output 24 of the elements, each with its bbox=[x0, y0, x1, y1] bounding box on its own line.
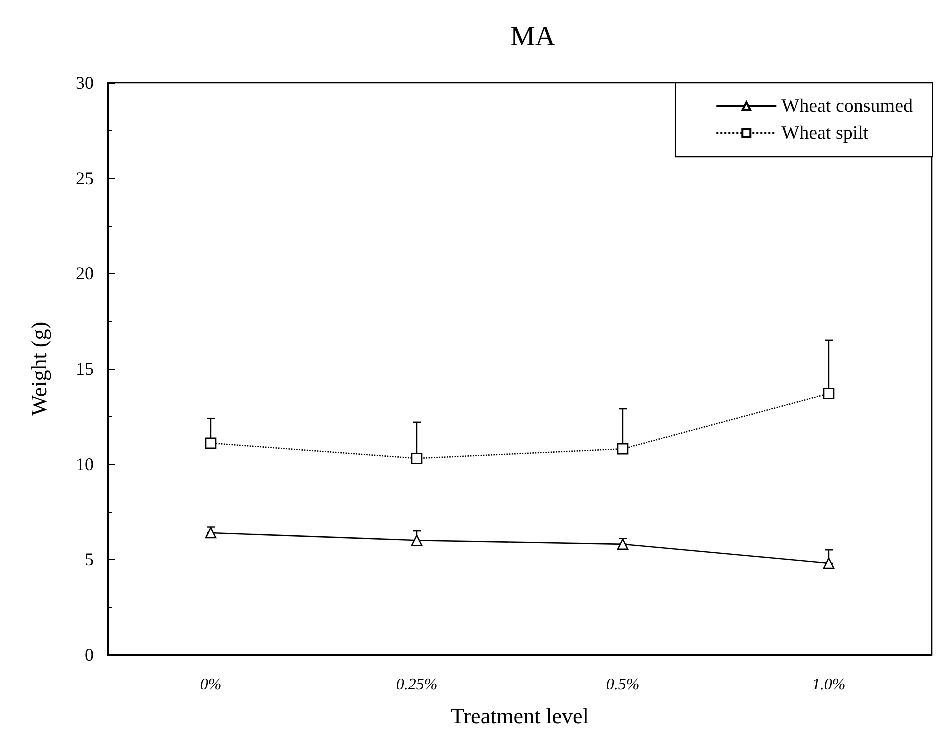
y-tick-label: 5 bbox=[85, 550, 94, 570]
chart-title: MA bbox=[510, 22, 556, 52]
y-tick-label: 0 bbox=[85, 645, 94, 665]
x-tick-label: 1.0% bbox=[812, 676, 846, 694]
point bbox=[823, 388, 835, 400]
point bbox=[411, 534, 423, 546]
point bbox=[617, 443, 629, 455]
point bbox=[617, 538, 629, 550]
legend-label: Wheat consumed bbox=[782, 96, 914, 117]
x-tick-label: 0.5% bbox=[606, 676, 640, 694]
x-tick-label: 0.25% bbox=[396, 676, 438, 694]
x-axis-title: Treatment level bbox=[451, 704, 589, 728]
x-tick-label: 0% bbox=[200, 676, 222, 694]
y-tick-label: 10 bbox=[76, 454, 94, 474]
point bbox=[205, 527, 217, 539]
y-tick-label: 25 bbox=[76, 168, 94, 188]
point bbox=[823, 558, 835, 570]
point bbox=[205, 438, 217, 450]
y-axis-title: Weight (g) bbox=[26, 322, 52, 416]
y-tick-label: 15 bbox=[76, 359, 94, 379]
legend-label: Wheat spilt bbox=[782, 123, 870, 144]
point bbox=[411, 452, 423, 464]
y-tick-label: 30 bbox=[76, 73, 94, 93]
y-tick-label: 20 bbox=[76, 264, 94, 284]
